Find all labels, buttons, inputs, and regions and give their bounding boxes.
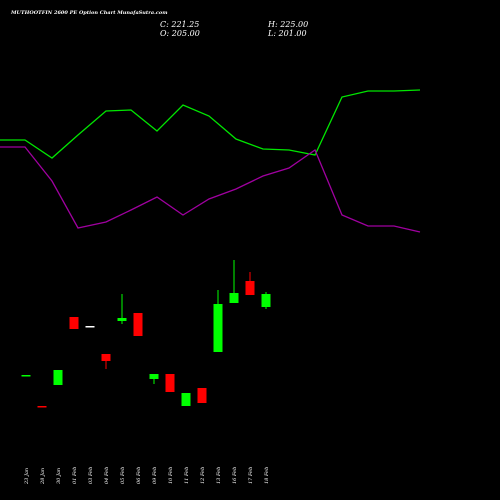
x-tick-label: 23 Jan	[24, 468, 30, 485]
open-readout: O: 205.00	[160, 29, 200, 38]
candle-body	[165, 374, 175, 392]
x-tick-label: 04 Feb	[104, 467, 110, 484]
candle-12	[197, 388, 207, 403]
candle-body	[85, 326, 95, 328]
candle-1	[21, 375, 31, 377]
candle-5	[85, 326, 95, 328]
x-tick-label: 01 Feb	[72, 467, 78, 484]
candle-body	[53, 370, 63, 385]
x-tick-label: 12 Feb	[200, 467, 206, 484]
candle-8	[133, 313, 143, 336]
indicator-line-2	[0, 146, 421, 233]
candle-body	[117, 318, 127, 321]
candle-body	[37, 406, 47, 408]
low-readout: L: 201.00	[268, 29, 307, 38]
indicator-lines	[0, 89, 421, 233]
candle-16	[261, 292, 271, 309]
indicator-line-1	[0, 89, 421, 159]
x-tick-label: 11 Feb	[184, 467, 190, 484]
candle-10	[165, 374, 175, 392]
candle-3	[53, 370, 63, 385]
x-tick-label: 05 Feb	[120, 467, 126, 484]
chart-title: MUTHOOTFIN 2600 PE Option Chart MunafaSu…	[11, 10, 168, 16]
candle-body	[101, 354, 111, 361]
x-tick-label: 09 Feb	[152, 467, 158, 484]
candle-body	[229, 293, 239, 303]
x-tick-label: 18 Feb	[264, 467, 270, 484]
candles	[21, 260, 271, 408]
x-tick-label: 28 Jan	[40, 468, 46, 485]
candle-body	[261, 294, 271, 307]
x-tick-label: 13 Feb	[216, 467, 222, 484]
close-readout: C: 221.25	[160, 20, 200, 29]
high-readout: H: 225.00	[268, 20, 309, 29]
candle-body	[197, 388, 207, 403]
candle-2	[37, 406, 47, 408]
candle-11	[181, 393, 191, 406]
x-tick-label: 03 Feb	[88, 467, 94, 484]
candle-body	[133, 313, 143, 336]
x-tick-label: 06 Feb	[136, 467, 142, 484]
candle-13	[213, 290, 223, 352]
candle-4	[69, 317, 79, 329]
x-tick-label: 30 Jan	[56, 468, 62, 484]
x-axis-labels: 23 Jan 28 Jan 30 Jan 01 Feb 03 Feb 04 Feb 05 F…	[24, 467, 270, 485]
candle-body	[149, 374, 159, 379]
candle-body	[69, 317, 79, 329]
candle-body	[245, 281, 255, 295]
candle-15	[245, 272, 255, 295]
x-tick-label: 10 Feb	[168, 467, 174, 484]
candle-6	[101, 354, 111, 369]
candle-7	[117, 294, 127, 324]
candle-9	[149, 374, 159, 384]
x-tick-label: 17 Feb	[248, 467, 254, 484]
x-tick-label: 16 Feb	[232, 467, 238, 484]
candle-body	[213, 304, 223, 352]
candle-body	[21, 375, 31, 377]
candle-body	[181, 393, 191, 406]
candle-14	[229, 260, 239, 303]
